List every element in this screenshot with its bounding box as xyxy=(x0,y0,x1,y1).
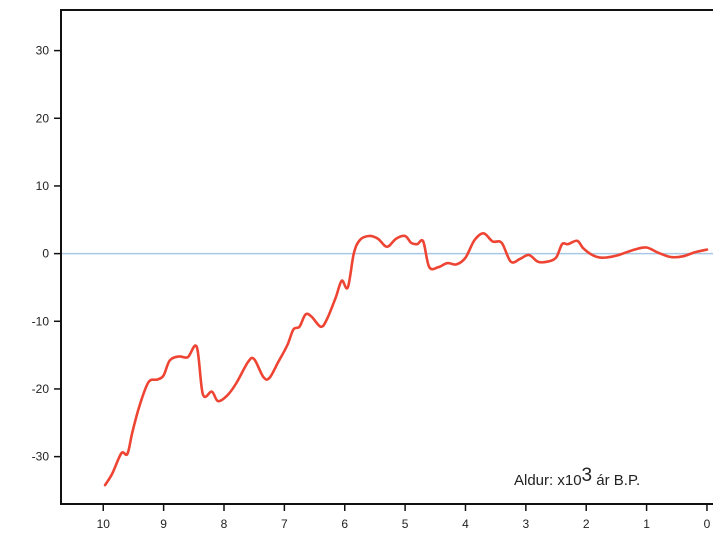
x-tick-label: 5 xyxy=(402,517,409,531)
x-tick-label: 1 xyxy=(643,517,650,531)
x-tick-label: 6 xyxy=(341,517,348,531)
x-tick-label: 3 xyxy=(523,517,530,531)
y-tick-label: 0 xyxy=(42,247,49,261)
y-tick-label: 10 xyxy=(36,179,50,193)
x-tick-label: 10 xyxy=(97,517,111,531)
y-tick-label: 20 xyxy=(36,111,50,125)
time-axis-annotation: Aldur: x103 ár B.P. xyxy=(514,465,640,489)
y-tick-label: -30 xyxy=(32,450,50,464)
x-tick-label: 8 xyxy=(221,517,228,531)
x-tick-label: 7 xyxy=(281,517,288,531)
x-tick-label: 2 xyxy=(583,517,590,531)
y-tick-label: 30 xyxy=(36,44,50,58)
x-tick-label: 4 xyxy=(462,517,469,531)
y-tick-label: -20 xyxy=(32,382,50,396)
x-tick-label: 0 xyxy=(704,517,711,531)
series-line xyxy=(103,232,709,487)
y-tick-label: -10 xyxy=(32,314,50,328)
x-tick-label: 9 xyxy=(160,517,167,531)
